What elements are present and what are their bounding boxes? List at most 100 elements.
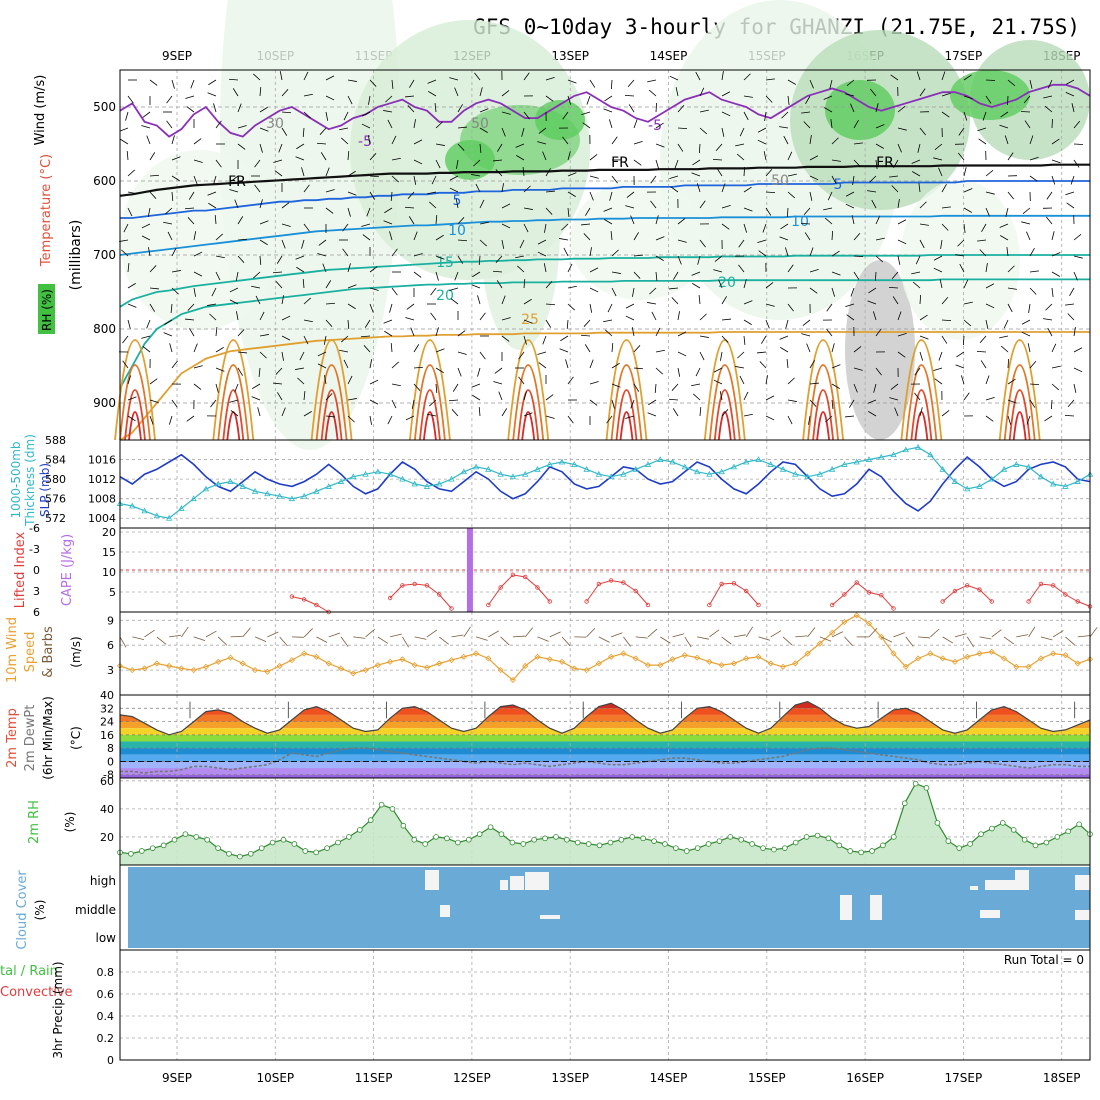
wind-barb — [497, 143, 503, 152]
wind-barb — [279, 71, 283, 81]
wind-barb — [738, 264, 745, 273]
thickness-point — [767, 461, 774, 467]
upper-label-rh: RH (%) — [40, 289, 54, 331]
wind-barb — [673, 271, 679, 280]
temp-tick-label: 16 — [100, 729, 114, 742]
wind-barb — [494, 367, 503, 374]
wind-barb — [809, 175, 819, 181]
wind-speed-point — [767, 660, 774, 667]
wind-barb — [567, 285, 577, 289]
wind-barb — [825, 415, 833, 423]
wind-barb — [347, 303, 356, 310]
wind-barb — [127, 191, 137, 195]
wind-barb — [275, 281, 283, 289]
wind-barb — [853, 367, 863, 371]
surface-wind-barb — [377, 636, 389, 644]
temp-band — [120, 734, 1090, 742]
surface-wind-barb — [844, 636, 853, 646]
wind-barb — [692, 283, 701, 289]
lifted-point — [498, 585, 503, 590]
surface-wind-barb — [942, 636, 954, 644]
lifted-point — [608, 578, 614, 583]
wind-barb — [391, 135, 397, 145]
wind-barb — [853, 346, 862, 353]
warm-loop — [212, 339, 255, 441]
surface-wind-barb — [868, 627, 878, 638]
wind-barb — [325, 207, 334, 214]
wind-barb — [317, 253, 327, 257]
thickness-point — [1037, 473, 1045, 480]
wind-barb — [515, 255, 525, 259]
wind-barb — [1073, 367, 1083, 373]
warm-loop — [807, 364, 839, 441]
dewpoint-line — [120, 747, 1090, 774]
wind-barb — [809, 268, 819, 273]
precip-tick-label: 0.6 — [97, 988, 115, 1001]
surface-wind-barb — [1052, 630, 1064, 638]
lifted-point — [387, 595, 393, 601]
wind-barb — [655, 271, 658, 281]
warm-loop — [900, 339, 943, 441]
thickness-point — [423, 483, 431, 489]
wind-barb — [625, 205, 635, 209]
lifted-point — [289, 594, 295, 599]
wind-barb — [391, 175, 399, 183]
lifted-point — [424, 583, 430, 588]
wind-barb — [517, 265, 525, 273]
wind-barb — [1000, 111, 1009, 118]
wind-barb — [624, 94, 635, 97]
wind-barb — [875, 159, 878, 169]
wind-barb — [259, 106, 268, 113]
wind-barb — [430, 312, 437, 321]
wind-barb — [214, 214, 217, 225]
wind-barb — [435, 271, 439, 281]
wind-speed-point — [313, 653, 320, 660]
wind-barb — [1046, 216, 1053, 225]
wind-barb — [148, 247, 151, 257]
wind-barb — [608, 119, 613, 129]
bottom-date-label: 16SEP — [846, 1071, 884, 1085]
wind-barb — [501, 335, 510, 342]
warm-loop — [419, 389, 441, 441]
wind-speed-point — [116, 662, 124, 670]
rh-point — [356, 827, 363, 833]
wind-barb — [347, 150, 350, 161]
wind-speed-point — [829, 629, 836, 636]
wind-barb — [787, 377, 795, 385]
surface-wind-barb — [966, 636, 975, 648]
rh-point — [182, 831, 189, 837]
wind-barb — [325, 280, 332, 289]
wind-barb — [229, 287, 239, 293]
wind-barb — [655, 102, 658, 113]
thickness-point — [595, 470, 603, 477]
wind-barb — [127, 375, 132, 385]
wind-barb — [215, 271, 221, 281]
thickness-point — [202, 485, 210, 492]
warm-loop — [310, 339, 353, 441]
thickness-point — [288, 495, 296, 502]
wind-barb — [495, 255, 503, 263]
wind-barb — [845, 303, 855, 308]
warm-loop — [703, 339, 746, 441]
thickness-point — [964, 485, 971, 492]
wind-barb — [384, 207, 393, 214]
thickness-point — [227, 478, 234, 484]
wind-barb — [567, 172, 577, 177]
wind-barb — [912, 281, 921, 289]
wind-barb — [123, 223, 129, 233]
rh-point — [335, 839, 341, 846]
surface-wind-barb — [819, 636, 832, 642]
wind-barb — [303, 411, 312, 417]
cloud-gap — [980, 910, 1000, 918]
wind-barb — [545, 190, 555, 193]
wind-barb — [369, 287, 379, 291]
thickness-point — [571, 461, 578, 467]
wind-barb — [1000, 235, 1009, 241]
wind-barb — [127, 303, 137, 308]
wind-speed-point — [1086, 656, 1094, 663]
wind-speed-point — [399, 656, 406, 663]
thickness-point — [386, 470, 394, 477]
surface-wind-barb — [426, 629, 438, 638]
wind-speed-point — [215, 658, 222, 665]
wind-barb — [122, 360, 129, 369]
